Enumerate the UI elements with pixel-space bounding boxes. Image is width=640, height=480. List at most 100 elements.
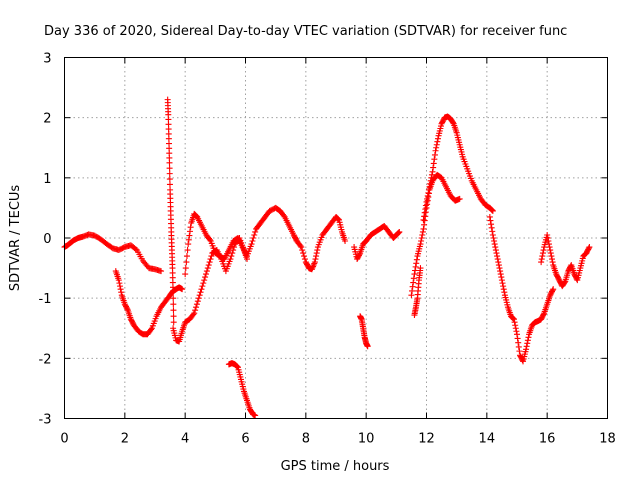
data-point — [158, 268, 165, 275]
data-point — [429, 168, 436, 175]
data-point — [498, 274, 505, 281]
x-tick-label: 4 — [181, 432, 189, 447]
y-tick-label: -3 — [39, 413, 52, 428]
data-point — [395, 230, 402, 237]
data-point — [182, 265, 189, 272]
data-point — [205, 262, 212, 269]
data-point — [426, 183, 433, 190]
data-point — [170, 301, 177, 308]
x-tick-label: 10 — [358, 432, 375, 447]
x-tick-label: 2 — [121, 432, 129, 447]
data-point — [183, 253, 190, 260]
data-point — [206, 236, 213, 243]
data-point — [433, 141, 440, 148]
data-point — [514, 331, 520, 338]
data-point — [193, 212, 200, 219]
data-point — [523, 343, 530, 350]
data-point — [432, 147, 439, 154]
data-point — [417, 265, 424, 272]
data-point — [418, 235, 425, 241]
data-point — [191, 310, 198, 317]
series-seg8 — [357, 313, 371, 350]
data-point — [203, 268, 210, 275]
data-point — [311, 260, 318, 267]
data-point — [229, 250, 236, 257]
series-spike — [164, 96, 177, 326]
data-point — [514, 335, 521, 342]
data-point — [116, 280, 123, 287]
data-point — [195, 295, 202, 302]
data-point — [280, 212, 287, 219]
data-point — [512, 322, 519, 329]
data-point — [409, 283, 416, 290]
data-point — [252, 228, 259, 235]
data-point — [396, 228, 403, 235]
series-seg2 — [112, 268, 186, 338]
data-point — [413, 256, 420, 263]
data-point — [419, 231, 426, 238]
data-point — [311, 259, 318, 266]
data-point — [431, 156, 438, 163]
data-point — [412, 267, 419, 274]
data-point — [117, 283, 124, 290]
x-tick-label: 6 — [241, 432, 249, 447]
y-axis-label: SDTVAR / TECUs — [8, 185, 23, 292]
data-point — [573, 275, 580, 282]
data-point — [538, 259, 545, 266]
data-point — [182, 271, 189, 278]
data-point — [199, 283, 206, 290]
data-point — [489, 228, 496, 235]
series-seg13 — [538, 231, 593, 290]
data-point — [549, 287, 556, 294]
data-point — [334, 215, 341, 222]
data-point — [413, 260, 420, 267]
data-point — [115, 277, 122, 284]
data-point — [335, 216, 342, 223]
data-point — [519, 357, 526, 364]
data-point — [524, 340, 531, 347]
data-point — [523, 346, 530, 353]
data-point — [412, 263, 419, 270]
data-point — [227, 256, 234, 263]
data-point — [510, 316, 517, 323]
data-point — [148, 326, 155, 333]
data-point — [124, 305, 131, 312]
data-point — [456, 195, 463, 202]
data-point — [492, 244, 499, 251]
data-point — [511, 319, 518, 326]
x-tick-label: 0 — [60, 432, 68, 447]
data-point — [434, 138, 441, 145]
data-point — [166, 170, 173, 177]
data-point — [515, 339, 522, 346]
data-point — [310, 261, 317, 268]
data-point — [539, 250, 546, 257]
data-point — [489, 231, 496, 238]
data-point — [170, 307, 177, 314]
data-point — [494, 256, 501, 263]
data-point — [586, 244, 593, 251]
data-point — [166, 176, 173, 183]
data-point — [206, 259, 213, 266]
data-point — [190, 311, 197, 318]
data-point — [427, 177, 434, 184]
data-point — [487, 217, 494, 224]
data-point — [450, 119, 457, 126]
data-point — [410, 279, 417, 286]
data-point — [166, 181, 173, 188]
data-point — [186, 228, 193, 235]
x-tick-label: 18 — [599, 432, 616, 447]
data-point — [486, 213, 493, 220]
data-point — [491, 238, 498, 245]
data-point — [252, 412, 259, 419]
data-point — [312, 256, 319, 263]
data-point — [497, 268, 504, 275]
x-tick-label: 8 — [302, 432, 310, 447]
data-point — [301, 256, 308, 263]
data-point — [198, 286, 205, 293]
data-point — [314, 247, 321, 254]
data-point — [418, 238, 425, 245]
data-point — [419, 228, 426, 235]
data-point — [548, 253, 555, 260]
